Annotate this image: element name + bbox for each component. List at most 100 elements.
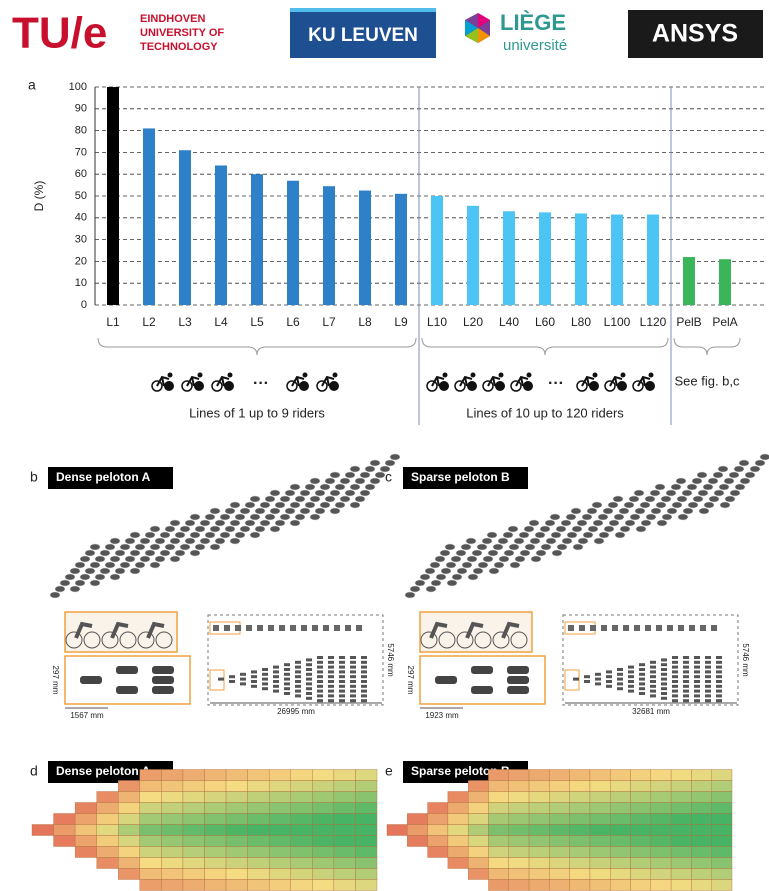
heat-cell <box>355 770 377 781</box>
heat-cell <box>590 847 610 858</box>
rider-3d <box>275 520 285 526</box>
rider-top <box>306 678 312 681</box>
heat-cell <box>269 814 291 825</box>
x-tick-label: L4 <box>214 315 228 329</box>
rider-top <box>328 685 334 688</box>
rider-3d <box>519 532 529 538</box>
heat-cell <box>312 803 334 814</box>
rider-top <box>595 678 601 681</box>
heat-cell <box>651 803 671 814</box>
rider-top <box>339 656 345 659</box>
rider-3d <box>90 562 100 568</box>
rider-top <box>361 661 367 664</box>
rider-top <box>705 675 711 678</box>
rider-3d <box>190 550 200 556</box>
rider-side <box>268 625 274 631</box>
rider-3d <box>760 454 769 460</box>
heat-cell <box>161 847 183 858</box>
rider-3d <box>587 508 597 514</box>
rider-top <box>350 694 356 697</box>
rider-3d <box>135 562 145 568</box>
rider-3d <box>85 550 95 556</box>
rider-top <box>317 670 323 673</box>
rider-head <box>649 373 654 378</box>
rider-3d <box>225 508 235 514</box>
rider-3d <box>250 496 260 502</box>
heat-cell <box>448 803 468 814</box>
rider-3d <box>677 496 687 502</box>
panel-title: Dense peloton A <box>56 470 151 484</box>
rider-3d <box>280 514 290 520</box>
dim-label: 26995 mm <box>277 707 315 716</box>
rider-top <box>317 661 323 664</box>
rider-3d <box>170 556 180 562</box>
rider-3d <box>687 484 697 490</box>
rider-3d <box>535 532 545 538</box>
rider-3d <box>468 574 478 580</box>
rider-3d <box>50 592 60 598</box>
x-tick-label: L100 <box>604 315 631 329</box>
rider-side <box>301 625 307 631</box>
rider-3d <box>385 460 395 466</box>
panel-label: e <box>385 763 393 779</box>
heat-cell <box>248 770 270 781</box>
rider-top <box>306 697 312 700</box>
rider-icon <box>483 373 505 392</box>
heat-cell <box>428 825 448 836</box>
rider-3d <box>629 496 639 502</box>
rider-3d <box>462 562 472 568</box>
rider-3d <box>270 508 280 514</box>
rider-3d <box>593 520 603 526</box>
heat-cell <box>488 814 508 825</box>
rider-top <box>116 686 138 694</box>
heat-cell <box>334 880 356 891</box>
rider-top <box>661 673 667 676</box>
rider-3d <box>310 496 320 502</box>
y-tick-label: 70 <box>75 146 87 158</box>
rider-3d <box>698 490 708 496</box>
rider-top <box>661 678 667 681</box>
rider-3d <box>75 562 85 568</box>
rider-top <box>152 676 174 684</box>
group-label: Lines of 10 up to 120 riders <box>466 405 624 420</box>
heat-cell <box>691 847 711 858</box>
heat-cell <box>355 825 377 836</box>
panel-title: Dense peloton A <box>56 764 151 778</box>
rider-3d <box>160 532 170 538</box>
rider-top <box>672 680 678 683</box>
rider-top <box>606 680 612 683</box>
heat-cell <box>509 880 529 891</box>
rider-top <box>705 680 711 683</box>
rider-top <box>306 673 312 676</box>
kuleuven-stripe <box>290 8 436 12</box>
rider-top <box>218 678 224 681</box>
heat-cell <box>140 792 162 803</box>
rider-3d <box>245 520 255 526</box>
heat-cell <box>205 792 227 803</box>
rider-3d <box>340 478 350 484</box>
rider-side <box>590 625 596 631</box>
heat-cell <box>183 770 205 781</box>
rider-3d <box>375 472 385 478</box>
heat-cell <box>712 792 732 803</box>
rider-3d <box>90 544 100 550</box>
heat-cell <box>312 825 334 836</box>
bar <box>719 259 731 305</box>
heat-cell <box>529 858 549 869</box>
rider-icon <box>633 373 655 392</box>
rider-top <box>507 666 529 674</box>
rider-3d <box>550 514 560 520</box>
heat-cell <box>355 880 377 891</box>
rider-top <box>639 682 645 685</box>
rider-top <box>317 656 323 659</box>
rider-top <box>339 699 345 702</box>
rider-3d <box>561 520 571 526</box>
heat-cell <box>183 869 205 880</box>
rider-3d <box>662 514 672 520</box>
heat-cell <box>355 847 377 858</box>
rider-3d <box>488 550 498 556</box>
rider-3d <box>551 532 561 538</box>
heat-cell <box>651 847 671 858</box>
heat-cell <box>269 770 291 781</box>
rider-top <box>229 680 235 683</box>
